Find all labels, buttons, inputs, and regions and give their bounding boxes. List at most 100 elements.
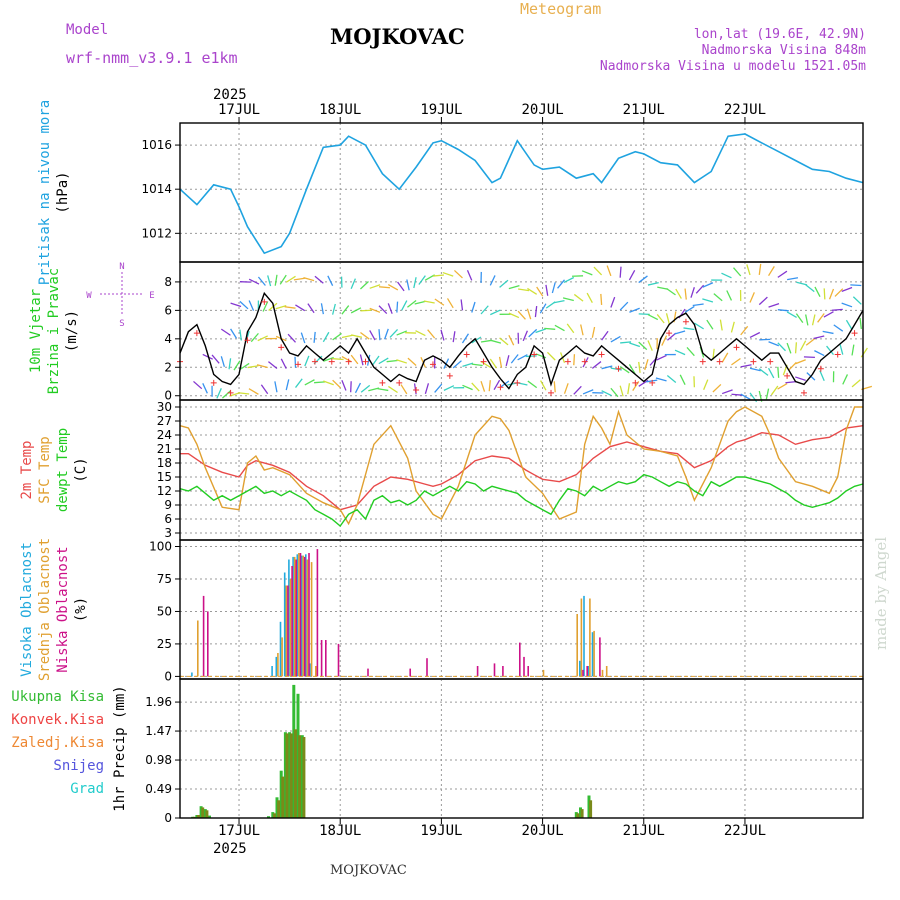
wind-arrow (719, 319, 723, 331)
precip-bar (300, 735, 304, 818)
wind-arrow (268, 361, 278, 370)
wind-arrow (656, 354, 667, 361)
precip-bar (587, 795, 591, 818)
credit: made by Angel (872, 537, 890, 650)
wind-arrow (619, 301, 629, 311)
compass-s: S (119, 319, 124, 329)
wind-arrow (706, 319, 714, 330)
clouds-bar (579, 660, 581, 677)
clouds-bar (582, 669, 584, 677)
wind-arrow (845, 319, 853, 330)
clouds-bar (315, 666, 317, 677)
meteogram-title: Meteogram (520, 0, 601, 18)
wind-arrow (683, 327, 695, 331)
wind-arrow (267, 275, 272, 287)
gust-marker (834, 351, 841, 358)
wind-arrow (562, 297, 574, 302)
wind-arrow (406, 279, 410, 291)
wind-arrow (695, 284, 705, 294)
wind-arrow (526, 308, 532, 320)
wind-arrow (440, 329, 445, 341)
ytick-label: 25 (157, 637, 172, 651)
clouds-bar (295, 559, 298, 677)
gust-marker (615, 365, 622, 372)
wind-arrow (452, 360, 462, 369)
wind-arrow (619, 266, 622, 278)
wind-arrow (279, 274, 287, 285)
precip-bar (296, 693, 300, 818)
gust-marker (851, 330, 858, 337)
wind-arrow (566, 323, 575, 334)
wind-arrow (770, 385, 779, 396)
wind-arrow (527, 380, 538, 389)
gust-marker (379, 379, 386, 386)
wind-frame (179, 261, 864, 401)
wind-arrow (377, 388, 389, 392)
precip-bar (574, 812, 578, 818)
wind-arrow (546, 351, 556, 361)
gust-marker (784, 372, 791, 379)
clouds-bar (519, 642, 521, 677)
wind-arrow (378, 357, 389, 365)
precip-legend-3: Snijeg (53, 758, 104, 774)
clouds-ylabel-0: Visoka Oblacnost (19, 542, 35, 677)
wind-arrow (535, 353, 547, 359)
day-label-top: 17JUL (218, 102, 260, 118)
wind-arrow (647, 314, 659, 321)
gust-marker (733, 344, 740, 351)
wind-arrow (493, 379, 501, 391)
wind-arrow (666, 287, 676, 296)
wind-arrow (247, 365, 259, 369)
wind-arrow (534, 306, 538, 318)
wind-arrow (295, 378, 303, 388)
ytick-label: 1012 (141, 226, 172, 240)
wind-arrow (182, 303, 184, 314)
wind-arrow (535, 328, 547, 334)
gust-marker (429, 361, 436, 368)
wind-arrow (368, 387, 380, 392)
wind-arrow (539, 303, 547, 314)
wind-arrow (327, 275, 334, 286)
wind-arrow (331, 303, 336, 315)
wind-arrow (452, 331, 456, 343)
wind-arrow (703, 379, 709, 391)
wind-arrow (746, 264, 751, 276)
pressure-line (179, 133, 864, 255)
clouds-bar (308, 553, 310, 677)
gust-marker (328, 358, 335, 365)
wind-arrow (733, 267, 742, 277)
wind-arrow (366, 354, 371, 366)
wind-arrow (490, 309, 501, 316)
wind-arrow (581, 270, 593, 276)
wind-arrow (777, 309, 789, 312)
clouds-bar (298, 553, 300, 677)
wind-arrow (212, 302, 221, 308)
gust-marker (531, 351, 538, 358)
wind-arrow (814, 350, 825, 357)
clouds-bar (426, 658, 428, 677)
temperature-ylabel-0: 2m Temp (19, 440, 35, 499)
clouds-bar (305, 554, 307, 677)
clouds-bar (523, 656, 525, 677)
wind-arrow (544, 327, 556, 330)
wind-arrow (586, 292, 593, 304)
wind-arrow (582, 389, 594, 395)
precip-frame (179, 678, 864, 819)
wind-arrow (369, 330, 376, 341)
wind-arrow (619, 385, 624, 397)
wind-arrow (341, 305, 350, 315)
day-label-bottom: 19JUL (420, 823, 462, 839)
clouds-bar (527, 666, 529, 677)
clouds-bar (289, 579, 292, 677)
wind-arrow (525, 355, 537, 358)
wind-arrow (508, 312, 520, 319)
wind-arrow (823, 311, 834, 318)
wind-arrow (471, 382, 480, 392)
wind-arrow (686, 347, 695, 357)
wind-arrow (262, 301, 269, 312)
wind-arrow (795, 359, 806, 365)
wind-arrow (563, 383, 569, 394)
precip-bar (197, 815, 200, 818)
precip-bar (281, 776, 285, 818)
